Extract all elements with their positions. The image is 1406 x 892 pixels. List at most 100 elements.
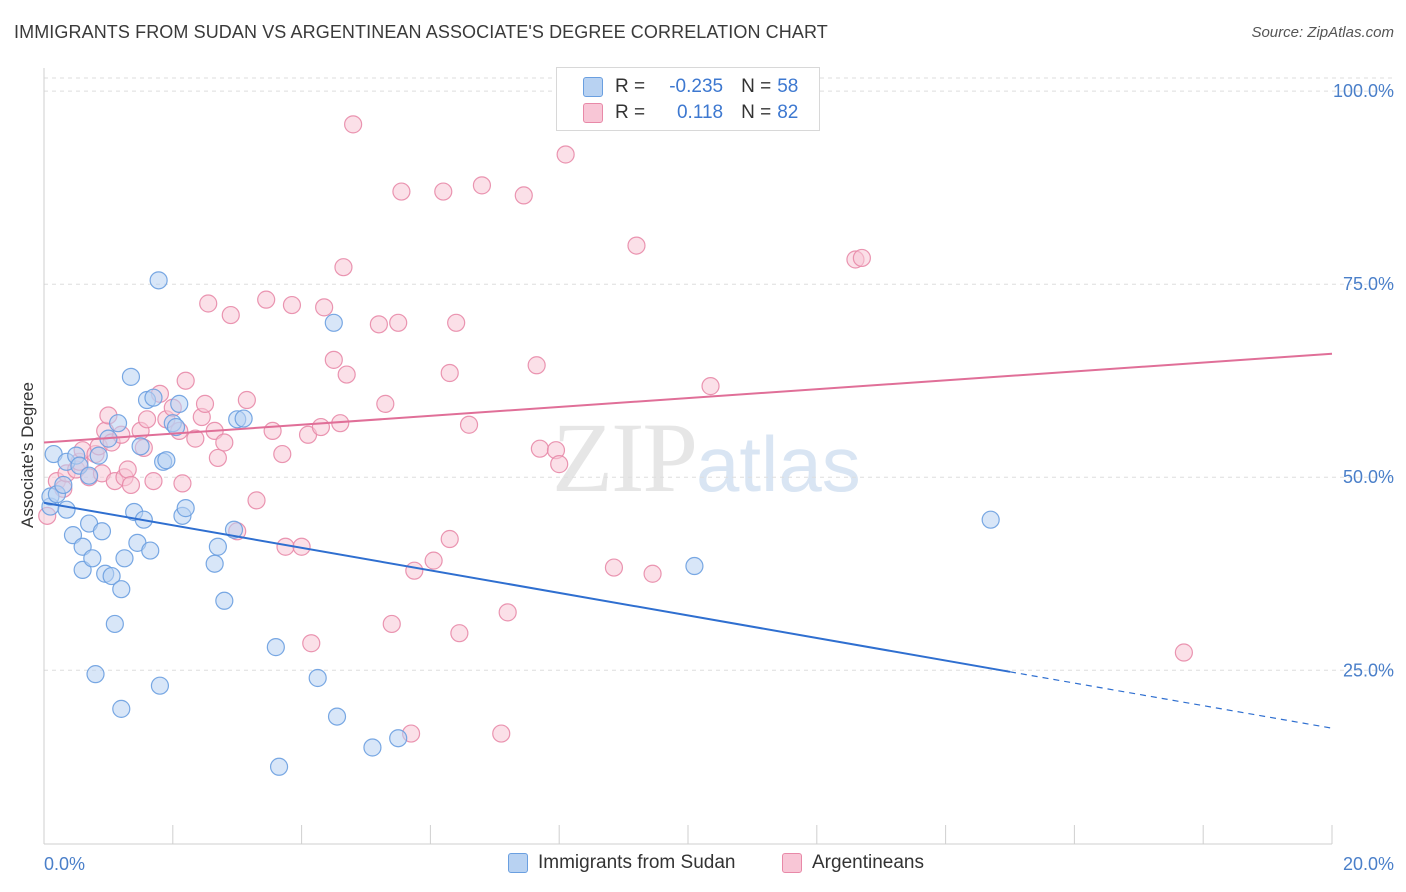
argentineans-point [447, 313, 466, 332]
x-tick-labels: 0.0% 20.0% [44, 854, 1394, 874]
sudan-point [149, 271, 168, 290]
argentineans-point [405, 561, 424, 580]
argentineans-point [324, 350, 343, 369]
argentineans-point [334, 258, 353, 277]
n-label: N = [741, 102, 772, 123]
argentineans-point [311, 417, 331, 437]
series-legend: Immigrants from Sudan Argentineans [0, 852, 1406, 876]
sudan-point [685, 556, 704, 576]
y-tick-label: 100.0% [1333, 81, 1394, 101]
sudan-point [208, 537, 227, 556]
argentineans-point [199, 294, 218, 313]
sudan-point [981, 510, 1000, 529]
sudan-point [144, 388, 163, 407]
stats-legend-row-sudan: R = -0.235 N = 58 [583, 75, 798, 99]
sudan-point [73, 560, 92, 579]
argentineans-point [1174, 643, 1193, 662]
sudan-point [234, 409, 253, 428]
sudan-point [73, 537, 92, 556]
sudan-point [102, 566, 121, 586]
sudan-point [83, 549, 102, 568]
argentineans-point [282, 295, 302, 315]
stats-legend-row-argentineans: R = 0.118 N = 82 [583, 101, 798, 125]
y-tick-label: 50.0% [1343, 467, 1394, 487]
argentineans-point [118, 460, 137, 479]
argentineans-point [247, 491, 266, 510]
argentineans-point [550, 455, 569, 474]
legend-item-argentineans: Argentineans [782, 852, 924, 874]
argentineans-point [450, 624, 469, 643]
argentineans-point [315, 298, 334, 317]
sudan-point [92, 522, 112, 541]
argentineans-point [208, 448, 227, 468]
argentineans-point [195, 394, 215, 413]
sudan-point [105, 614, 124, 634]
argentineans-point [144, 471, 163, 491]
sudan-point [141, 541, 160, 560]
sudan-point [112, 580, 131, 599]
sudan-point [157, 451, 176, 470]
argentineans-trend-line [43, 352, 1333, 444]
argentineans-point [344, 115, 363, 134]
argentineans-point [389, 313, 408, 332]
r-label: R = [615, 76, 646, 97]
argentineans-point [237, 390, 256, 410]
sudan-point [308, 668, 327, 688]
argentineans-point [459, 415, 479, 434]
sudan-swatch [583, 77, 603, 97]
argentineans-point [137, 410, 157, 429]
sudan-point [63, 526, 83, 545]
x-tick-label-min: 0.0% [44, 854, 85, 874]
n-label: N = [741, 76, 772, 97]
argentineans-point [530, 439, 549, 458]
sudan-point [327, 707, 347, 726]
sudan-point [112, 699, 131, 718]
argentineans-point [273, 444, 292, 464]
sudan-point [79, 466, 99, 485]
argentineans-point [376, 394, 395, 413]
argentineans-point [440, 363, 459, 383]
sudan-point [363, 738, 382, 757]
n-value: 58 [777, 76, 799, 97]
legend-item-sudan: Immigrants from Sudan [508, 852, 735, 874]
sudan-trend-line [43, 501, 1011, 673]
r-label: R = [615, 102, 646, 123]
sudan-point [176, 499, 195, 518]
source-credit: Source: ZipAtlas.com [1251, 24, 1394, 41]
argentineans-point [434, 182, 453, 201]
r-value: -0.235 [669, 76, 724, 97]
argentineans-point [440, 529, 459, 549]
sudan-point [205, 554, 224, 573]
argentineans-legend-swatch [782, 853, 802, 873]
argentineans-point [472, 176, 492, 195]
argentineans-point [221, 305, 240, 325]
watermark-atlas: atlas [696, 420, 861, 508]
legend-label-sudan: Immigrants from Sudan [538, 852, 736, 873]
argentineans-point [604, 558, 624, 577]
argentineans-point [643, 564, 662, 583]
argentineans-point [215, 433, 234, 452]
argentineans-point [186, 429, 205, 448]
grid-lines [44, 77, 1394, 671]
sudan-point [166, 417, 186, 437]
axes [43, 68, 1332, 845]
argentineans-point [498, 603, 517, 622]
sudan-point [121, 367, 141, 386]
argentineans-point [627, 236, 646, 255]
sudan-point [389, 729, 408, 748]
x-tick-label-max: 20.0% [1343, 854, 1394, 874]
argentineans-point [121, 475, 141, 495]
sudan-point [324, 313, 343, 332]
sudan-legend-swatch [508, 853, 528, 873]
watermark-zip: ZIP [552, 402, 698, 513]
argentineans-point [556, 145, 575, 164]
sudan-point [224, 520, 244, 539]
sudan-point [115, 549, 134, 568]
sudan-point [54, 475, 73, 495]
legend-label-argentineans: Argentineans [812, 852, 924, 873]
argentineans-swatch [583, 103, 603, 123]
x-ticks [43, 825, 1333, 844]
argentineans-point [852, 248, 871, 268]
argentineans-point [424, 551, 443, 570]
argentineans-point [369, 315, 388, 334]
